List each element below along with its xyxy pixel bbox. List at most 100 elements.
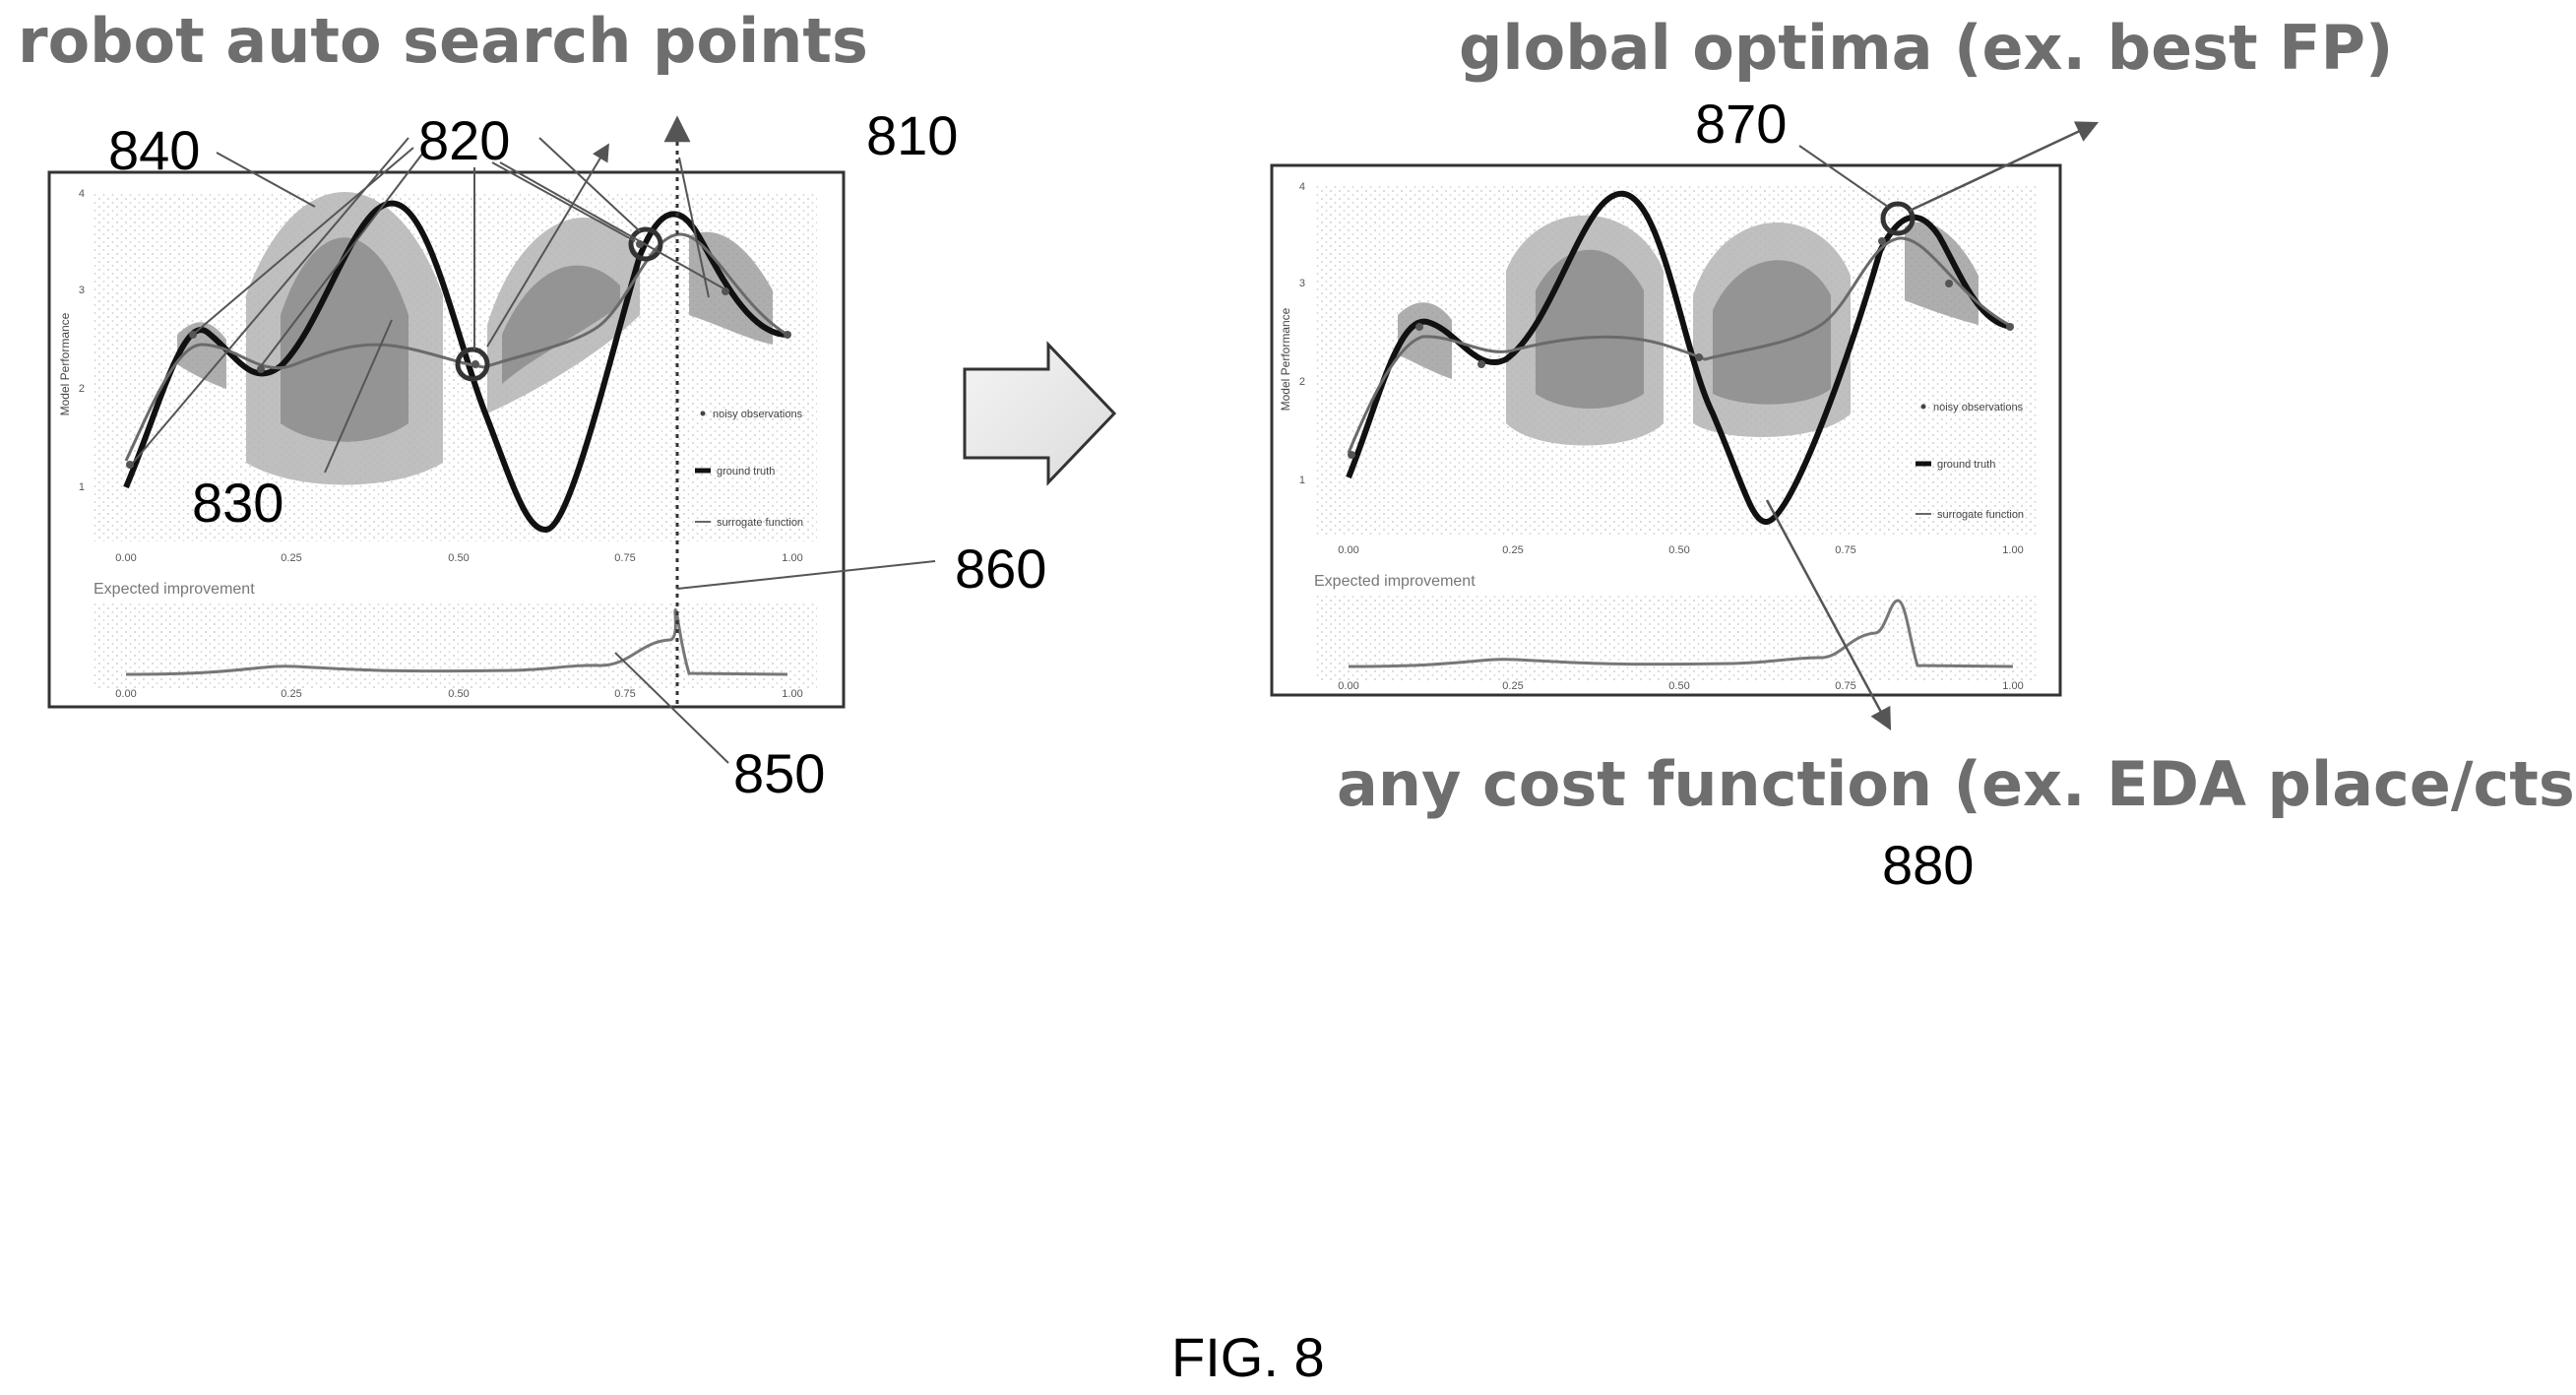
x-tick-label: 0.50	[448, 552, 469, 564]
noisy-observation-point	[126, 461, 134, 469]
arrow-global-optimum	[1909, 121, 2100, 213]
expected-improvement-label: Expected improvement	[1314, 573, 1476, 590]
leader-line-820	[260, 152, 424, 367]
x-tick-label: 1.00	[2002, 544, 2023, 556]
leader-lines-left	[132, 115, 936, 764]
panel-left: 4 3 2 1 Model Performance 0.00 0.25 0.50…	[47, 170, 846, 709]
x-tick-label: 0.75	[1835, 680, 1855, 692]
noisy-observation-point	[1477, 360, 1485, 368]
expected-improvement-curve	[125, 608, 788, 676]
x-tick-label: 0.00	[115, 552, 136, 564]
y-tick-label: 1	[79, 481, 85, 493]
expected-improvement-label: Expected improvement	[94, 581, 255, 598]
noisy-observation-point	[784, 331, 791, 339]
x-axis-ticks: 0.00 0.25 0.50 0.75 1.00	[1338, 544, 2023, 556]
y-axis-label: Model Performance	[1279, 307, 1292, 411]
noisy-observation-point	[471, 360, 479, 368]
x-tick-label: 0.75	[614, 552, 635, 564]
transition-arrow	[963, 341, 1117, 486]
noisy-observation-point	[257, 365, 265, 373]
leader-line-820	[491, 161, 636, 242]
x-tick-label: 0.00	[1338, 680, 1358, 692]
y-tick-label: 4	[1299, 181, 1305, 193]
x-tick-label: 0.25	[281, 552, 301, 564]
x-tick-label: 0.50	[1668, 680, 1689, 692]
leader-line-820	[194, 147, 414, 334]
leader-line	[538, 137, 641, 232]
legend: noisy observations ground truth surrogat…	[695, 409, 803, 529]
arrow-up	[486, 143, 609, 348]
ei-x-axis-ticks: 0.00 0.25 0.50 0.75 1.00	[115, 688, 802, 700]
leader-line-820	[499, 161, 724, 289]
x-tick-label: 0.00	[1338, 544, 1358, 556]
ref-860: 860	[955, 538, 1046, 600]
heading-right-bottom: any cost function (ex. EDA place/cts)	[1337, 748, 2576, 820]
x-tick-label: 0.75	[1835, 544, 1855, 556]
heading-left: robot auto search points	[18, 5, 868, 77]
y-tick-label: 2	[1299, 376, 1305, 388]
x-tick-label: 1.00	[2002, 680, 2023, 692]
uncertainty-band-inner	[281, 237, 408, 442]
legend-surrogate: surrogate function	[717, 517, 803, 529]
x-tick-label: 1.00	[782, 552, 802, 564]
ref-840: 840	[108, 119, 200, 181]
legend-noisy: noisy observations	[713, 409, 803, 420]
noisy-observation-point	[1945, 280, 1953, 287]
arrow-cost-function	[1765, 499, 1892, 730]
uncertainty-band-inner	[1536, 249, 1644, 409]
ei-x-axis-ticks: 0.00 0.25 0.50 0.75 1.00	[1338, 680, 2023, 692]
y-axis-ticks: 4 3 2 1	[1299, 181, 1305, 486]
ground-truth-curve	[123, 200, 788, 533]
y-axis-label: Model Performance	[58, 312, 72, 415]
leader-line-840	[216, 152, 316, 208]
noisy-observation-point	[722, 287, 729, 295]
y-tick-label: 4	[79, 188, 85, 200]
noisy-observation-point	[1878, 237, 1886, 245]
legend-surrogate: surrogate function	[1937, 509, 2024, 521]
ref-830: 830	[192, 472, 283, 534]
legend-truth: ground truth	[717, 466, 775, 477]
ref-870: 870	[1695, 93, 1787, 155]
x-tick-label: 0.50	[1668, 544, 1689, 556]
ei-area-left	[94, 602, 817, 689]
x-tick-label: 0.75	[614, 688, 635, 700]
noisy-observations	[1348, 237, 2014, 459]
ref-810: 810	[866, 104, 958, 166]
y-tick-label: 2	[79, 383, 85, 395]
x-tick-label: 0.25	[1502, 680, 1523, 692]
legend: noisy observations ground truth surrogat…	[1916, 402, 2024, 521]
noisy-observation-point	[2006, 323, 2014, 331]
leader-line-830	[324, 319, 393, 474]
ground-truth-curve	[1346, 190, 2014, 525]
panel-right: 4 3 2 1 Model Performance 0.00 0.25 0.50…	[1270, 163, 2062, 697]
leader-line-850	[614, 652, 729, 764]
uncertainty-band-inner	[1398, 302, 1452, 379]
ref-850: 850	[733, 742, 825, 804]
legend-marker	[700, 411, 706, 416]
leader-line-860	[676, 560, 936, 590]
x-tick-label: 0.25	[1502, 544, 1523, 556]
x-tick-label: 0.50	[448, 688, 469, 700]
x-tick-label: 0.00	[115, 688, 136, 700]
x-axis-ticks: 0.00 0.25 0.50 0.75 1.00	[115, 552, 802, 564]
y-axis-ticks: 4 3 2 1	[79, 188, 85, 493]
search-point-marker	[628, 226, 663, 262]
y-tick-label: 1	[1299, 475, 1305, 486]
noisy-observation-point	[1695, 353, 1703, 361]
global-optimum-marker	[1880, 201, 1916, 236]
leader-line-870	[1798, 145, 1889, 208]
x-tick-label: 1.00	[782, 688, 802, 700]
uncertainty-band-inner	[1713, 260, 1831, 405]
y-tick-label: 3	[79, 285, 85, 296]
y-tick-label: 3	[1299, 278, 1305, 289]
figure-caption: FIG. 8	[1171, 1326, 1325, 1388]
legend-noisy: noisy observations	[1933, 402, 2024, 413]
noisy-observation-point	[1348, 451, 1355, 459]
x-tick-label: 0.25	[281, 688, 301, 700]
noisy-observation-point	[1415, 323, 1423, 331]
leader-line-810	[678, 157, 710, 298]
legend-marker	[1920, 404, 1926, 410]
ref-880: 880	[1882, 834, 1974, 896]
legend-truth: ground truth	[1937, 459, 1995, 471]
